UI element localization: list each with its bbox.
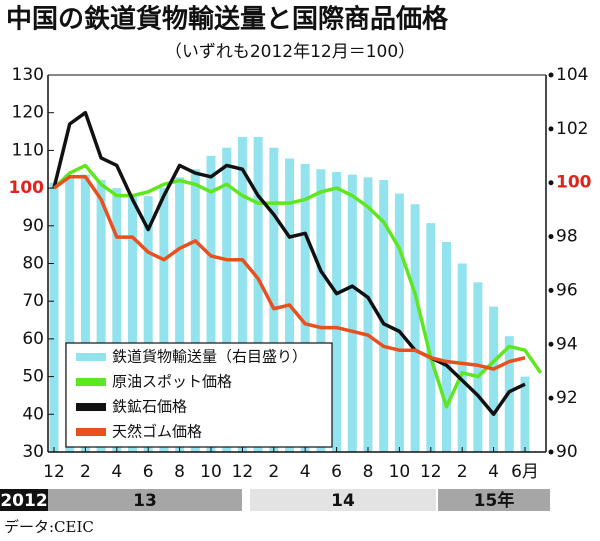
- x-tick-label: 4: [300, 462, 311, 482]
- bar: [128, 196, 137, 452]
- year-label: 15年: [474, 490, 515, 511]
- year-label: 2012: [0, 491, 47, 511]
- y-tick-label: 50: [22, 367, 44, 387]
- bar: [316, 169, 326, 452]
- legend-label: 鉄道貨物輸送量（右目盛り）: [112, 348, 307, 366]
- x-tick-label: 8: [174, 462, 185, 482]
- x-tick-label: 12: [420, 462, 442, 482]
- y2-tick: [548, 72, 554, 78]
- x-tick-label: 10: [389, 462, 411, 482]
- y-tick-label: 30: [22, 442, 44, 462]
- y2-tick-label: 96: [556, 280, 578, 300]
- bar: [442, 241, 451, 452]
- y2-tick: [548, 180, 554, 186]
- y2-tick: [548, 234, 554, 240]
- y2-tick-label: 94: [556, 334, 578, 354]
- year-band: [438, 489, 550, 511]
- legend-label: 天然ゴム価格: [112, 423, 202, 441]
- source: データ:CEIC: [4, 518, 94, 536]
- y2-tick: [548, 449, 554, 455]
- y2-tick-label: 102: [556, 119, 588, 139]
- x-tick-label: 10: [200, 462, 222, 482]
- bar: [80, 174, 90, 452]
- bar: [426, 223, 436, 452]
- bar: [159, 188, 169, 452]
- y2-tick-label: 90: [556, 442, 578, 462]
- year-band: [0, 489, 48, 511]
- x-tick-label: 2: [268, 462, 279, 482]
- bar: [190, 169, 200, 452]
- y2-tick-label: 100: [556, 173, 592, 193]
- x-tick-label: 2: [457, 462, 468, 482]
- legend-label: 鉄鉱石価格: [112, 398, 187, 416]
- bar: [49, 182, 59, 452]
- y-tick-label: 60: [22, 329, 44, 349]
- year-band: [250, 489, 436, 511]
- y2-tick-label: 104: [556, 65, 588, 85]
- line-series: [52, 110, 526, 417]
- chart-subtitle: （いずれも2012年12月＝100）: [165, 42, 415, 62]
- legend-swatch: [76, 353, 106, 361]
- y2-tick: [548, 395, 554, 401]
- y-tick-label: 130: [12, 65, 44, 85]
- x-tick-label: 4: [488, 462, 499, 482]
- legend-box: [65, 342, 333, 448]
- y2-tick: [548, 341, 554, 347]
- y2-tick: [548, 126, 554, 132]
- y-tick-label: 120: [12, 103, 44, 123]
- chart-title: 中国の鉄道貨物輸送量と国際商品価格: [6, 4, 449, 35]
- x-tick-label: 8: [363, 462, 374, 482]
- year-band: [48, 489, 242, 511]
- y-tick-label: 90: [22, 216, 44, 236]
- bar: [96, 180, 106, 452]
- year-label: 14: [331, 491, 355, 511]
- legend-swatch: [76, 378, 106, 386]
- y2-tick: [548, 287, 554, 293]
- y2-tick-label: 98: [556, 227, 578, 247]
- bar: [300, 163, 310, 452]
- y2-tick-label: 92: [556, 388, 578, 408]
- bar: [489, 306, 499, 452]
- x-tick-label: 4: [111, 462, 122, 482]
- bar: [237, 136, 247, 452]
- y-tick-label: 100: [9, 178, 45, 198]
- bar: [410, 204, 420, 452]
- x-tick-label: 2: [80, 462, 91, 482]
- year-label: 13: [133, 491, 157, 511]
- bar: [143, 196, 153, 452]
- bar: [347, 174, 357, 452]
- x-tick-label: 12: [232, 462, 254, 482]
- bar: [379, 180, 389, 452]
- bar: [269, 147, 279, 452]
- bar: [473, 282, 483, 452]
- y-tick-label: 80: [22, 254, 44, 274]
- legend-label: 原油スポット価格: [112, 373, 232, 391]
- legend-swatch: [76, 403, 106, 411]
- x-tick-label: 6月: [511, 462, 539, 482]
- bar: [394, 193, 404, 452]
- x-tick-label: 6: [331, 462, 342, 482]
- y-tick-label: 40: [22, 404, 44, 424]
- bar: [520, 376, 530, 452]
- bar: [222, 147, 232, 452]
- bar: [253, 136, 263, 452]
- bar: [175, 177, 185, 453]
- bar: [363, 177, 373, 453]
- bar: [112, 188, 122, 452]
- bar: [206, 155, 216, 453]
- line-series: [52, 175, 526, 371]
- x-tick-label: 6: [143, 462, 154, 482]
- bar: [65, 177, 75, 453]
- x-tick-label: 12: [43, 462, 65, 482]
- bar: [332, 171, 342, 452]
- legend-swatch: [76, 428, 106, 436]
- y-tick-label: 110: [12, 140, 44, 160]
- bar: [457, 263, 467, 452]
- y-tick-label: 70: [22, 291, 44, 311]
